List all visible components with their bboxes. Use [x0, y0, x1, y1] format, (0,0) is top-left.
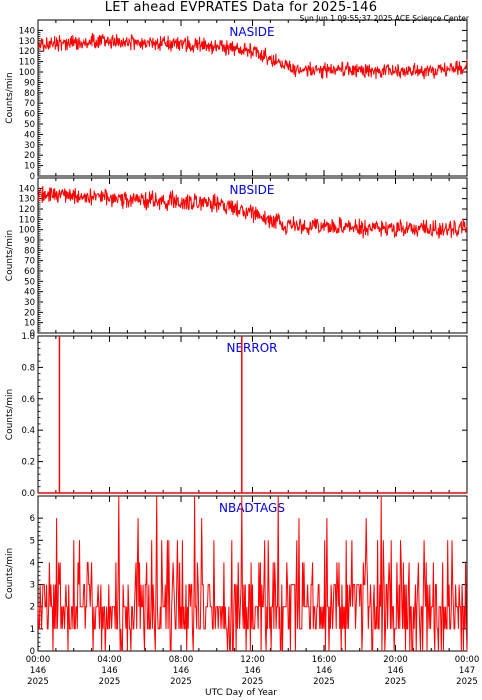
x-tick-label-time: 00:00	[455, 655, 480, 665]
y-tick-label: 2	[30, 603, 35, 613]
y-axis-label: Counts/min	[5, 230, 15, 281]
x-axis-label: UTC Day of Year	[205, 688, 277, 698]
x-tick-label-year: 2025	[313, 677, 335, 687]
x-tick-label-time: 12:00	[240, 655, 265, 665]
y-tick-label: 0.4	[21, 426, 35, 436]
x-tick-label-year: 2025	[385, 677, 407, 687]
y-tick-label: 1	[30, 625, 35, 635]
x-tick-label-day: 146	[244, 666, 260, 676]
x-tick-label-day: 147	[459, 666, 475, 676]
y-tick-label: 20	[24, 308, 35, 318]
y-tick-label: 0.0	[21, 489, 35, 499]
series-line	[37, 32, 468, 80]
series-label: NBSIDE	[230, 183, 275, 197]
y-tick-label: 0	[30, 647, 35, 657]
y-tick-label: 90	[24, 78, 35, 88]
panel-frame	[37, 335, 468, 494]
y-tick-label: 60	[24, 110, 35, 120]
y-tick-label: 70	[24, 257, 35, 267]
y-tick-label: 40	[24, 288, 35, 298]
y-tick-label: 90	[24, 236, 35, 246]
series-line	[37, 495, 468, 652]
y-tick-label: 5	[30, 536, 35, 546]
series-label: NASIDE	[229, 25, 274, 39]
y-tick-label: 3	[30, 581, 35, 591]
y-axis-label: Counts/min	[5, 548, 15, 599]
x-tick-label-year: 2025	[242, 677, 264, 687]
y-tick-label: 1.0	[21, 332, 35, 342]
y-tick-label: 0.6	[21, 395, 35, 405]
generated-timestamp: Sun Jun 1 09:55:37 2025 ACE Science Cent…	[299, 14, 469, 23]
x-tick-label-year: 2025	[170, 677, 192, 687]
x-tick-label-time: 20:00	[383, 655, 408, 665]
x-tick-label-year: 2025	[27, 677, 49, 687]
y-tick-label: 6	[30, 514, 35, 524]
y-tick-label: 80	[24, 246, 35, 256]
y-tick-label: 120	[19, 47, 35, 57]
y-tick-label: 110	[19, 58, 35, 68]
y-tick-label: 130	[19, 37, 35, 47]
x-tick-label-time: 04:00	[97, 655, 122, 665]
x-tick-label-time: 16:00	[312, 655, 337, 665]
chart-title: LET ahead EVPRATES Data for 2025-146	[104, 0, 378, 15]
y-tick-label: 20	[24, 151, 35, 161]
x-tick-label-year: 2025	[99, 677, 121, 687]
y-tick-label: 100	[19, 68, 35, 78]
y-tick-label: 60	[24, 267, 35, 277]
y-tick-label: 0	[30, 172, 35, 182]
y-tick-label: 70	[24, 99, 35, 109]
y-tick-label: 30	[24, 141, 35, 151]
y-tick-label: 50	[24, 277, 35, 287]
y-axis-label: Counts/min	[5, 72, 15, 123]
series-label: NERROR	[226, 341, 277, 355]
y-tick-label: 0.8	[21, 363, 35, 373]
y-tick-label: 40	[24, 130, 35, 140]
y-tick-label: 10	[24, 319, 35, 329]
y-tick-label: 140	[19, 26, 35, 36]
x-tick-label-year: 2025	[456, 677, 478, 687]
y-tick-label: 0.2	[21, 458, 35, 468]
y-tick-label: 4	[30, 558, 35, 568]
y-tick-label: 110	[19, 215, 35, 225]
y-tick-label: 0	[30, 329, 35, 339]
y-tick-label: 80	[24, 89, 35, 99]
y-tick-label: 50	[24, 120, 35, 130]
y-tick-label: 140	[19, 184, 35, 194]
x-tick-label-time: 00:00	[26, 655, 51, 665]
series-line	[37, 185, 468, 239]
y-tick-label: 10	[24, 162, 35, 172]
y-tick-label: 30	[24, 298, 35, 308]
y-axis-label: Counts/min	[5, 389, 15, 440]
x-tick-label-day: 146	[101, 666, 117, 676]
x-tick-label-day: 146	[173, 666, 189, 676]
y-tick-label: 100	[19, 226, 35, 236]
x-tick-label-day: 146	[387, 666, 403, 676]
panel-frame	[37, 19, 468, 177]
x-tick-label-day: 146	[316, 666, 332, 676]
y-tick-label: 120	[19, 205, 35, 215]
series-label: NBADTAGS	[219, 501, 285, 515]
x-tick-label-time: 08:00	[169, 655, 194, 665]
y-tick-label: 130	[19, 195, 35, 205]
x-tick-label-day: 146	[30, 666, 46, 676]
